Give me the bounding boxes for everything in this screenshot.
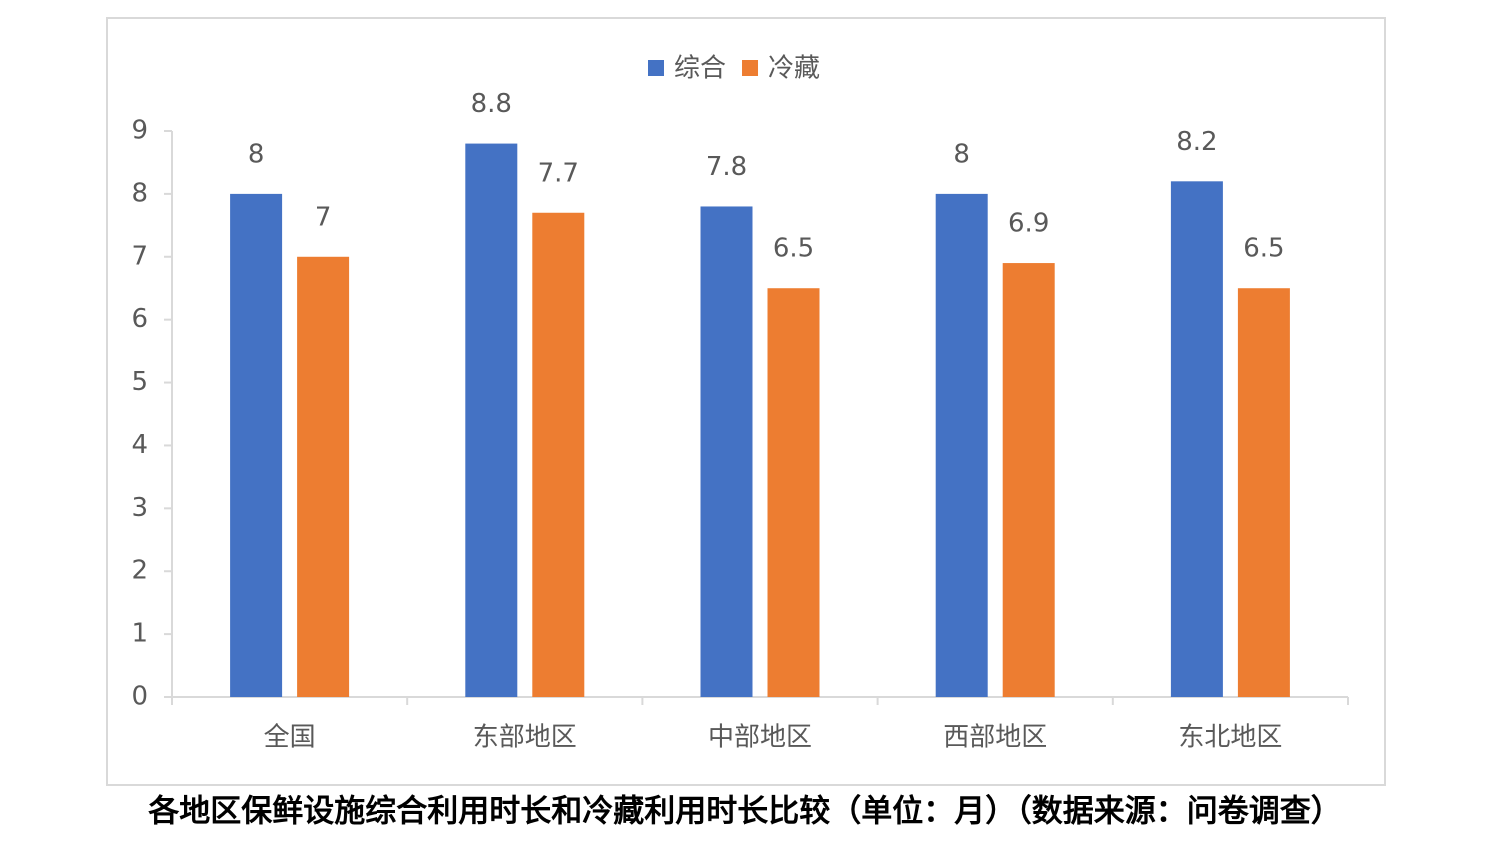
data-label: 7.8 <box>706 152 747 182</box>
y-tick-label: 5 <box>131 367 148 397</box>
x-tick-label: 西部地区 <box>943 723 1047 753</box>
data-label: 6.9 <box>1008 209 1049 239</box>
x-tick-label: 东北地区 <box>1178 723 1282 753</box>
legend-swatch <box>648 60 664 76</box>
data-label: 6.5 <box>1243 234 1284 264</box>
legend-label: 综合 <box>674 54 726 84</box>
bar <box>465 143 518 698</box>
chart-title: 各地区保鲜设施综合利用时长和冷藏利用时长比较（单位：月）（数据来源：问卷调查） <box>147 794 1342 830</box>
bar <box>1170 181 1223 698</box>
x-tick-label: 中部地区 <box>708 723 812 753</box>
data-label: 8.8 <box>471 89 512 119</box>
bar <box>230 193 283 697</box>
data-label: 8.2 <box>1176 127 1217 157</box>
y-tick-label: 6 <box>131 304 148 334</box>
bar <box>297 256 350 697</box>
bar <box>532 212 585 697</box>
y-tick-label: 8 <box>131 178 148 208</box>
data-label: 7 <box>315 202 332 232</box>
data-label: 6.5 <box>773 234 814 264</box>
data-label: 8 <box>248 139 265 169</box>
data-label: 7.7 <box>538 158 579 188</box>
y-tick-label: 2 <box>131 556 148 586</box>
x-tick-label: 全国 <box>264 723 316 753</box>
legend-swatch <box>742 60 759 76</box>
bar <box>1002 263 1055 697</box>
y-tick-label: 7 <box>131 241 148 271</box>
legend-label: 冷藏 <box>768 54 820 84</box>
y-tick-label: 3 <box>131 493 148 523</box>
bar <box>767 288 820 697</box>
bar <box>1237 288 1290 697</box>
bar <box>935 193 988 697</box>
bar <box>700 206 753 697</box>
x-tick-label: 东部地区 <box>473 723 577 753</box>
y-tick-label: 1 <box>131 619 148 649</box>
data-label: 8 <box>953 139 970 169</box>
y-tick-label: 0 <box>131 682 148 712</box>
y-tick-label: 9 <box>131 116 148 146</box>
y-tick-label: 4 <box>131 430 148 460</box>
